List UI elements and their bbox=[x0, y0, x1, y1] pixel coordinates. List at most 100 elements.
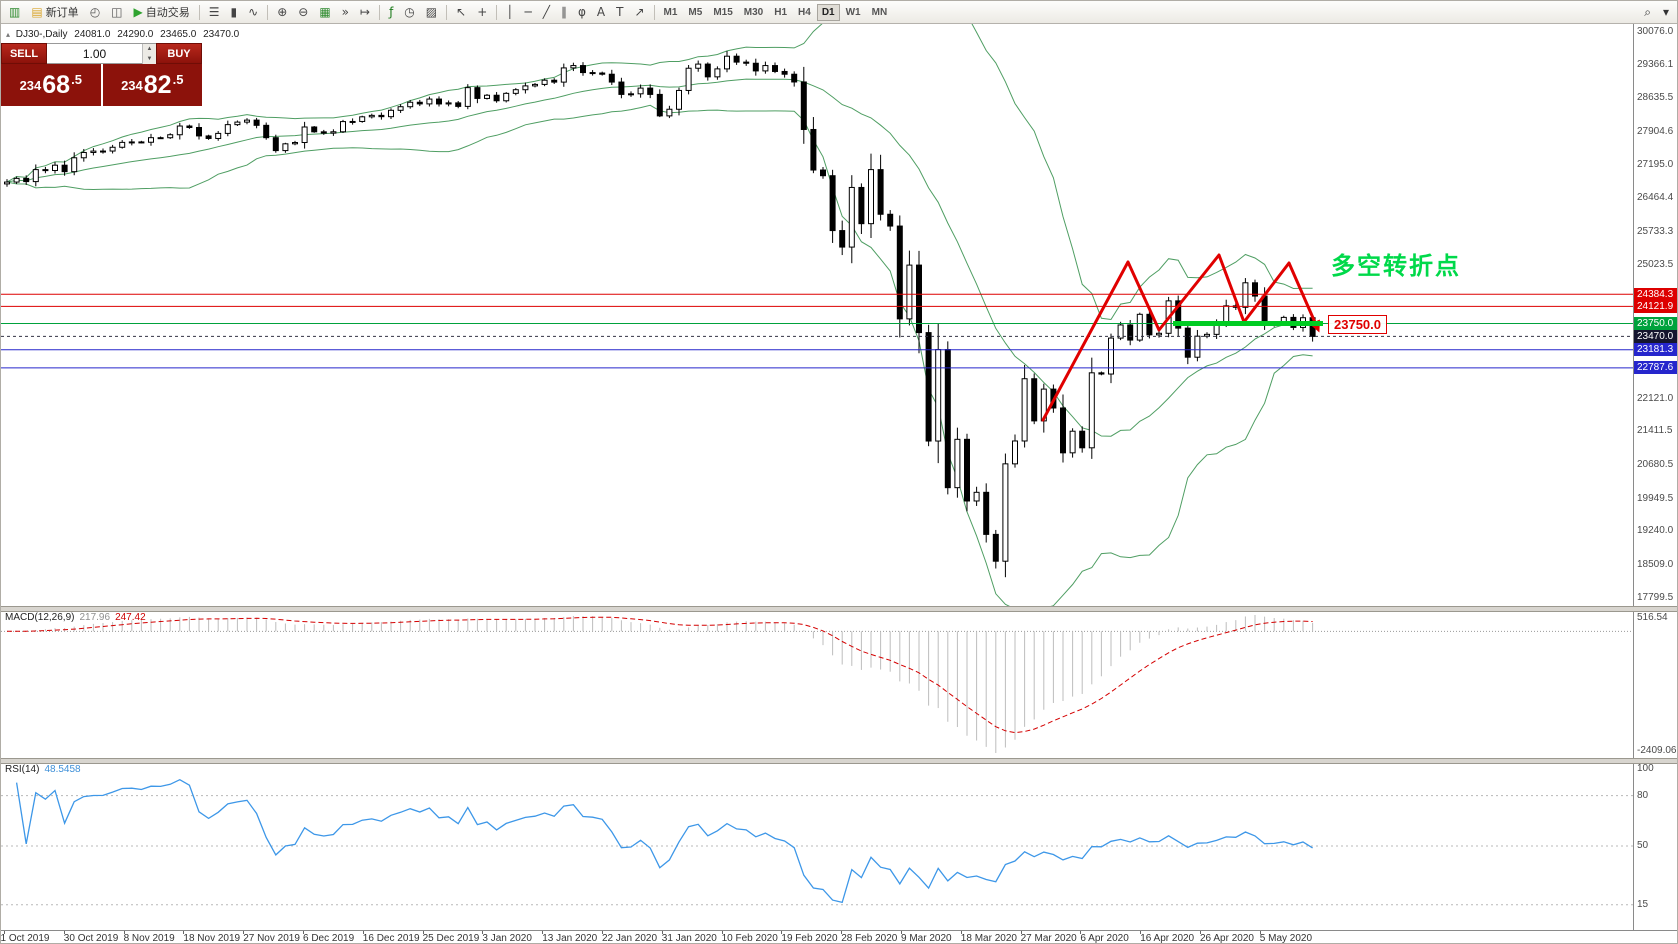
line-chart-icon[interactable]: ∿ bbox=[243, 2, 263, 22]
price-tick: 19949.5 bbox=[1637, 492, 1674, 504]
symbol-info: ▴ DJ30-,Daily 24081.0 24290.0 23465.0 23… bbox=[6, 29, 243, 40]
text-icon[interactable]: A bbox=[592, 2, 610, 22]
price-tick: 26464.4 bbox=[1637, 192, 1674, 204]
panel-splitter-1[interactable] bbox=[1, 606, 1677, 612]
quick-menu-icon[interactable]: ▾ bbox=[1658, 2, 1674, 22]
time-tick bbox=[123, 931, 125, 934]
ohlc-close: 23470.0 bbox=[203, 29, 240, 40]
search-icon[interactable]: ⌕ bbox=[1639, 2, 1656, 22]
auto-trading-button[interactable]: ▶ 自动交易 bbox=[129, 2, 195, 22]
sell-price[interactable]: 234 68.5 bbox=[1, 64, 103, 106]
rsi-canvas[interactable] bbox=[1, 762, 1633, 930]
cursor-icon-glyph: ↖ bbox=[456, 5, 467, 19]
templates-icon-glyph: ▨ bbox=[425, 5, 438, 19]
fibonacci-icon[interactable]: φ bbox=[573, 2, 591, 22]
price-digits: 234 bbox=[121, 77, 143, 93]
new-order-button[interactable]: ▤ 新订单 bbox=[26, 2, 83, 22]
tile-windows-icon-glyph: ▦ bbox=[319, 5, 331, 19]
date-label: 25 Dec 2019 bbox=[422, 933, 480, 944]
macd-value-1: 217.96 bbox=[79, 612, 111, 623]
rsi-axis[interactable]: 100 80 50 15 bbox=[1633, 762, 1677, 930]
candles-group bbox=[4, 50, 1316, 578]
label-icon[interactable]: T bbox=[611, 2, 628, 22]
candlestick-chart-icon[interactable]: ▮ bbox=[226, 2, 243, 22]
zoom-out-icon[interactable]: ⊖ bbox=[293, 2, 313, 22]
date-label: 10 Feb 2020 bbox=[721, 933, 778, 944]
date-label: 18 Mar 2020 bbox=[960, 933, 1017, 944]
zoom-out-icon-glyph: ⊖ bbox=[298, 5, 309, 19]
market-watch-icon[interactable]: ◴ bbox=[85, 2, 105, 22]
bollinger-lower-line bbox=[6, 104, 1313, 606]
price-tick: 19240.0 bbox=[1637, 525, 1674, 537]
timeframe-button-D1[interactable]: D1 bbox=[816, 3, 840, 21]
ohlc-open: 24081.0 bbox=[74, 29, 111, 40]
panel-splitter-2[interactable] bbox=[1, 758, 1677, 764]
timeframe-button-H4[interactable]: H4 bbox=[793, 4, 816, 21]
time-tick bbox=[841, 931, 843, 934]
chart-window-icon[interactable]: ▥ bbox=[4, 2, 25, 22]
macd-label: MACD(12,26,9) 217.96 247.42 bbox=[5, 612, 146, 623]
horizontal-line-icon[interactable]: ─ bbox=[519, 2, 536, 22]
date-label: 27 Mar 2020 bbox=[1020, 933, 1077, 944]
macd-canvas[interactable] bbox=[1, 610, 1633, 758]
templates-icon[interactable]: ▨ bbox=[421, 2, 442, 22]
periods-icon[interactable]: ◷ bbox=[399, 2, 419, 22]
timeframe-button-M15[interactable]: M15 bbox=[708, 4, 737, 21]
time-tick bbox=[1259, 931, 1261, 934]
symbol-title: DJ30-,Daily bbox=[15, 29, 68, 40]
date-label: 6 Dec 2019 bbox=[303, 933, 355, 944]
timeframe-button-M5[interactable]: M5 bbox=[683, 4, 707, 21]
zoom-in-icon[interactable]: ⊕ bbox=[272, 2, 292, 22]
time-tick bbox=[721, 931, 723, 934]
bar-chart-icon[interactable]: ☰ bbox=[204, 2, 225, 22]
time-tick bbox=[542, 931, 544, 934]
price-tick: 27904.6 bbox=[1637, 126, 1674, 138]
trend-zigzag-annotation[interactable] bbox=[1041, 253, 1320, 422]
timeframe-button-M30[interactable]: M30 bbox=[739, 4, 768, 21]
volume-increase-button[interactable]: ▲ bbox=[143, 43, 156, 54]
text-icon-glyph: A bbox=[596, 5, 606, 19]
bollinger-middle-line bbox=[6, 78, 1313, 437]
volume-value[interactable]: 1.00 bbox=[82, 46, 107, 61]
timeframe-button-MN[interactable]: MN bbox=[867, 4, 893, 21]
auto-scroll-icon[interactable]: » bbox=[337, 2, 354, 22]
candlestick-chart-icon-glyph: ▮ bbox=[230, 5, 238, 19]
price-badge: 22787.6 bbox=[1634, 361, 1677, 375]
arrows-icon[interactable]: ↗ bbox=[629, 2, 649, 22]
volume-decrease-button[interactable]: ▼ bbox=[143, 53, 156, 64]
buy-price[interactable]: 234 82.5 bbox=[103, 64, 203, 106]
chart-shift-icon[interactable]: ↦ bbox=[355, 2, 375, 22]
timeframe-button-M1[interactable]: M1 bbox=[659, 4, 683, 21]
crosshair-icon[interactable]: + bbox=[472, 2, 492, 22]
auto-trading-button-label: 自动交易 bbox=[145, 7, 190, 19]
rsi-label: RSI(14) 48.5458 bbox=[5, 764, 81, 775]
macd-axis-max: 516.54 bbox=[1637, 612, 1668, 623]
price-tick: 29366.1 bbox=[1637, 58, 1674, 70]
data-window-icon[interactable]: ◫ bbox=[106, 2, 127, 22]
timeframe-button-H1[interactable]: H1 bbox=[769, 4, 792, 21]
price-level-label: 23750.0 bbox=[1328, 314, 1387, 334]
price-axis[interactable]: 30076.0 29366.1 28635.5 27904.6 27195.0 26464… bbox=[1633, 24, 1677, 606]
macd-axis[interactable]: 516.54 -2409.06 bbox=[1633, 610, 1677, 758]
indicators-icon[interactable]: ƒ bbox=[384, 2, 398, 22]
buy-button[interactable]: BUY bbox=[156, 43, 202, 64]
sell-button[interactable]: SELL bbox=[1, 43, 47, 64]
date-label: 27 Nov 2019 bbox=[243, 933, 300, 944]
cursor-icon[interactable]: ↖ bbox=[451, 2, 471, 22]
rsi-panel: RSI(14) 48.5458 100 80 50 15 bbox=[1, 762, 1677, 930]
price-badge: 23470.0 bbox=[1634, 329, 1677, 343]
price-digits: 82 bbox=[143, 70, 172, 99]
macd-signal-line bbox=[7, 616, 1313, 734]
macd-histogram bbox=[16, 615, 1314, 753]
vertical-line-icon[interactable]: │ bbox=[501, 2, 518, 22]
time-axis[interactable]: 21 Oct 2019 30 Oct 2019 8 Nov 2019 18 Nov 2… bbox=[1, 930, 1677, 944]
trendline-icon[interactable]: ╱ bbox=[538, 2, 555, 22]
tile-windows-icon[interactable]: ▦ bbox=[314, 2, 335, 22]
volume-field[interactable]: 1.00 ▲ ▼ bbox=[47, 43, 156, 64]
price-digits: 234 bbox=[19, 77, 42, 93]
timeframe-button-W1[interactable]: W1 bbox=[841, 4, 866, 21]
channel-icon[interactable]: ∥ bbox=[556, 2, 572, 22]
price-tick: 21411.5 bbox=[1637, 425, 1673, 437]
price-chart-canvas[interactable] bbox=[1, 24, 1633, 606]
